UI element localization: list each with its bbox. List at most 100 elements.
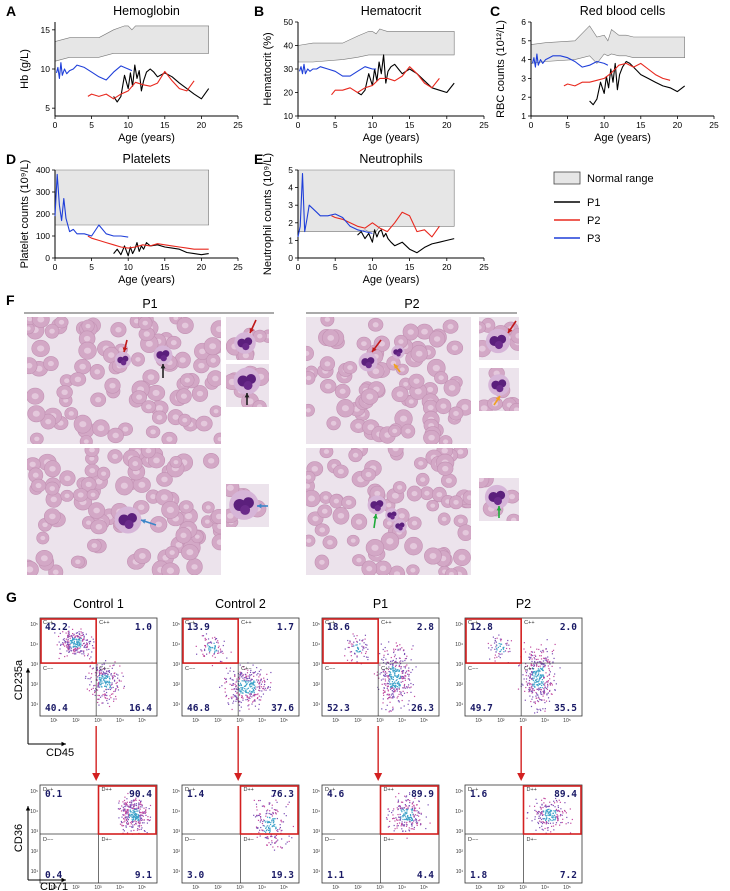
event-dot [94,672,97,674]
event-dot [404,667,406,669]
event-dot [571,818,573,821]
red-cell-pallor [257,333,263,339]
event-dot [127,818,130,821]
event-dot [135,799,137,801]
event-dot [363,642,365,644]
event-dot [378,677,380,679]
y-tick-label-c: 1 [521,111,526,121]
event-dot [534,670,536,673]
event-dot [103,679,105,682]
event-dot [264,687,266,689]
quadrant-label-tr: C++ [381,620,391,626]
event-dot [396,697,398,699]
red-cell-pallor [27,566,34,573]
event-dot [269,802,271,804]
event-dot [534,816,536,818]
quadrant-value-br: 26.3 [411,703,434,714]
event-dot [381,708,383,710]
flow-y-tick: 10² [31,849,39,855]
event-dot [114,672,116,674]
event-dot [544,684,546,686]
event-dot [384,671,387,673]
event-dot [123,685,125,687]
flow-column-title: P2 [516,597,531,611]
event-dot [363,646,365,648]
event-dot [274,823,276,826]
red-cell-pallor [438,375,444,381]
event-dot [525,678,528,680]
event-dot [257,819,260,821]
event-dot [125,825,127,827]
event-dot [98,686,100,688]
event-dot [137,816,139,818]
event-dot [99,674,101,677]
event-dot [135,803,138,805]
event-dot [534,686,536,688]
event-dot [546,675,548,677]
event-dot [271,820,273,822]
x-axis-label-d: Age (years) [118,274,175,286]
red-cell-pallor [210,358,216,363]
event-dot [141,819,144,821]
event-dot [214,647,216,649]
flow-y-tick: 10⁴ [455,809,463,815]
event-dot [145,811,147,813]
event-dot [535,675,537,677]
red-cell-pallor [109,382,116,389]
event-dot [544,659,546,661]
event-dot [550,682,552,684]
y-tick-label-b: 40 [284,41,294,51]
event-dot [407,669,409,672]
event-dot [384,683,386,685]
red-cell-pallor [355,423,362,429]
event-dot [393,824,395,827]
event-dot [546,686,549,688]
event-dot [491,647,493,649]
red-cell-pallor [153,457,160,464]
event-dot [106,684,109,686]
arrow-head [508,328,513,333]
gate-highlight [322,618,379,664]
event-dot [496,649,498,651]
event-dot [537,673,540,676]
event-dot [534,658,536,660]
event-dot [545,810,547,812]
event-dot [265,831,267,833]
event-dot [399,648,401,650]
y-axis-label-c: RBC counts (10¹²/L) [495,20,507,118]
event-dot [394,681,396,683]
event-dot [91,661,93,663]
event-dot [402,813,405,815]
red-cell-pallor [217,436,221,442]
event-dot [399,684,401,686]
event-dot [542,695,544,697]
event-dot [533,689,535,692]
event-dot [272,818,274,820]
flow-y-tick: 10² [313,682,321,688]
event-dot [538,661,540,663]
red-cell-pallor [365,472,372,478]
quadrant-value-br: 16.4 [129,703,152,714]
event-dot [400,681,402,683]
event-dot [235,698,237,700]
quadrant-value-tr: 2.0 [560,622,577,633]
event-dot [245,683,248,685]
event-dot [541,814,544,817]
event-dot [242,687,244,689]
event-dot [73,634,75,636]
event-dot [526,683,528,685]
event-dot [146,832,148,834]
red-cell-pallor [37,317,45,323]
event-dot [211,664,214,667]
event-dot [547,656,549,658]
event-dot [252,684,254,686]
x-tick-label-e: 0 [296,262,301,272]
red-cell-pallor [399,415,408,422]
event-dot [76,649,78,651]
event-dot [399,677,402,679]
event-dot [106,681,108,683]
event-dot [79,647,81,649]
event-dot [259,829,261,831]
